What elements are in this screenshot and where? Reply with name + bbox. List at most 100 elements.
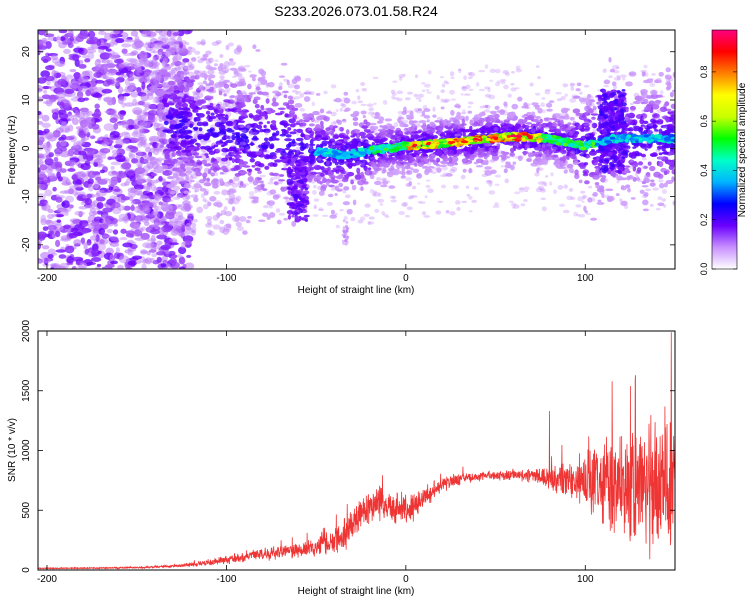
spectrogram-blob	[121, 162, 132, 170]
spectrogram-blob	[665, 129, 671, 135]
spectrogram-blob	[230, 83, 238, 88]
spectrogram-blob	[146, 60, 153, 68]
spectrogram-blob	[590, 217, 598, 221]
spectrogram-blob	[462, 131, 466, 137]
spectrogram-blob	[150, 77, 158, 81]
spectrogram-blob	[113, 188, 121, 193]
spectrogram-blob	[534, 172, 540, 177]
spectrogram-blob	[401, 119, 408, 124]
spectrogram-blob	[196, 121, 204, 127]
spectrogram-blob	[284, 113, 289, 118]
spectrogram-blob	[350, 143, 358, 150]
spectrogram-blob	[127, 145, 134, 150]
spectrogram-blob	[296, 132, 300, 136]
spectrogram-blob	[275, 208, 281, 213]
spectrogram-blob	[173, 146, 179, 149]
spectrogram-blob	[625, 81, 633, 87]
spectrogram-blob	[208, 57, 214, 63]
spectrogram-blob	[283, 165, 287, 170]
spectrogram-blob	[186, 230, 191, 235]
spectrogram-blob	[112, 134, 120, 139]
spectrogram-blob	[169, 34, 176, 40]
spectrogram-blob	[191, 226, 197, 234]
spectrogram-blob	[436, 149, 443, 156]
spectrogram-blob	[626, 175, 631, 181]
spectrogram-blob	[647, 129, 653, 134]
spectrogram-blob	[475, 164, 484, 168]
spectrogram-blob	[419, 114, 426, 118]
spectrogram-blob	[255, 87, 262, 92]
spectrogram-blob	[361, 177, 367, 183]
spectrogram-blob	[356, 167, 361, 174]
spectrogram-blob	[248, 70, 252, 73]
spectrogram-blob	[41, 114, 50, 122]
spectrogram-blob	[222, 100, 228, 108]
spectrogram-blob	[560, 149, 567, 155]
spectrogram-blob	[455, 128, 459, 132]
spectrogram-blob	[213, 63, 218, 67]
spectrogram-blob	[176, 168, 185, 173]
spectrogram-blob	[219, 118, 227, 123]
spectrogram-blob	[462, 168, 467, 173]
spectrogram-blob	[150, 183, 156, 192]
spectrogram-blob	[585, 126, 591, 131]
spectrogram-blob	[517, 96, 523, 102]
spectrogram-blob	[156, 76, 164, 82]
spectrogram-blob	[184, 135, 191, 140]
spectrogram-blob	[150, 89, 157, 93]
spectrogram-blob	[112, 30, 120, 35]
spectrogram-blob	[186, 254, 192, 258]
spectrogram-blob	[663, 170, 668, 176]
spectrogram-blob	[235, 109, 242, 112]
spectrogram-blob	[169, 76, 177, 80]
spectrogram-blob	[204, 199, 210, 204]
spectrogram-blob	[83, 70, 93, 77]
spectrogram-blob	[484, 166, 492, 170]
spectrogram-blob	[271, 101, 279, 107]
spectrogram-blob	[293, 84, 300, 90]
spectrogram-blob	[75, 126, 84, 130]
spectrogram-blob	[113, 58, 124, 64]
spectrogram-blob	[617, 153, 622, 157]
spectrogram-blob	[219, 226, 226, 234]
spectrogram-blob	[174, 96, 183, 100]
spectrogram-blob	[137, 100, 145, 106]
spectrogram-blob	[85, 116, 96, 125]
spectrogram-blob	[333, 120, 338, 124]
spectrogram-blob	[227, 199, 235, 205]
spectrogram-blob	[330, 188, 337, 191]
spectrogram-blob	[170, 134, 177, 138]
spectrogram-blob	[537, 130, 545, 134]
spectrogram-blob	[144, 207, 151, 214]
spectrogram-blob	[245, 148, 252, 153]
spectrogram-blob	[505, 123, 512, 126]
spectrogram-blob	[231, 151, 236, 156]
spectrogram-blob	[443, 80, 448, 84]
spectrogram-blob	[139, 121, 151, 130]
spectrogram-blob	[379, 131, 387, 138]
spectrogram-blob	[136, 113, 142, 121]
spectrogram-blob	[426, 133, 431, 139]
spectrogram-blob	[237, 100, 244, 103]
spectrogram-blob	[616, 175, 623, 181]
spectrogram-blob	[547, 121, 553, 128]
spectrogram-blob	[164, 139, 170, 145]
spectrogram-blob	[197, 135, 202, 141]
spectrogram-blob	[155, 127, 160, 132]
spectrogram-blob	[236, 46, 243, 53]
spectrogram-blob	[141, 263, 147, 269]
spectrogram-blob	[274, 159, 283, 163]
spectrogram-blob	[174, 65, 181, 71]
spectrogram-blob	[213, 202, 220, 207]
spectrogram-blob	[139, 68, 144, 73]
spectrogram-blob	[74, 109, 79, 117]
spectrogram-blob	[208, 230, 215, 236]
spectrogram-blob	[175, 76, 180, 80]
spectrogram-blob	[154, 96, 159, 103]
spectrogram-blob	[378, 165, 385, 170]
spectrogram-blob	[221, 189, 228, 196]
spectrogram-blob	[143, 63, 153, 68]
spectrogram-blob	[156, 211, 164, 219]
spectrogram-blob	[158, 201, 163, 206]
spectrogram-blob	[101, 88, 113, 94]
